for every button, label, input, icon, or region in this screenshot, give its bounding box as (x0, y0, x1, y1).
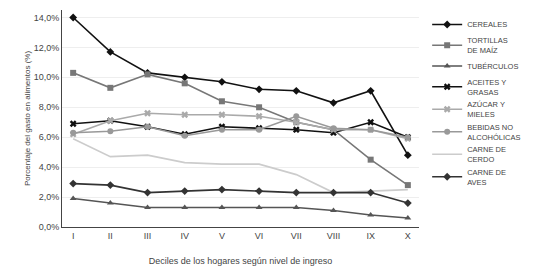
svg-text:X: X (405, 231, 411, 241)
svg-text:Deciles de los hogares según n: Deciles de los hogares según nivel de in… (149, 256, 333, 266)
svg-text:IX: IX (366, 231, 375, 241)
svg-text:ACEITES YGRASAS: ACEITES YGRASAS (467, 78, 506, 97)
svg-text:Porcentaje del gasto en alimen: Porcentaje del gasto en alimentos (%) (23, 51, 32, 187)
svg-text:2,0%: 2,0% (39, 192, 60, 202)
svg-text:10,0%: 10,0% (34, 72, 60, 82)
svg-text:VII: VII (291, 231, 302, 241)
svg-text:CARNE DEAVES: CARNE DEAVES (467, 168, 506, 187)
svg-text:VIII: VIII (327, 231, 341, 241)
svg-text:TUBÉRCULOS: TUBÉRCULOS (467, 62, 518, 71)
svg-text:4,0%: 4,0% (39, 162, 60, 172)
svg-text:V: V (219, 231, 225, 241)
svg-text:6,0%: 6,0% (39, 132, 60, 142)
svg-text:II: II (108, 231, 113, 241)
svg-text:III: III (144, 231, 152, 241)
svg-text:AZÚCAR YMIELES: AZÚCAR YMIELES (467, 100, 505, 119)
svg-text:12,0%: 12,0% (34, 43, 60, 53)
svg-text:VI: VI (255, 231, 264, 241)
svg-text:8,0%: 8,0% (39, 102, 60, 112)
svg-text:0,0%: 0,0% (39, 222, 60, 232)
svg-text:CARNE DECERDO: CARNE DECERDO (467, 145, 506, 164)
svg-text:BEBIDAS NOALCOHÓLICAS: BEBIDAS NOALCOHÓLICAS (467, 123, 520, 142)
svg-text:I: I (72, 231, 75, 241)
svg-text:14,0%: 14,0% (34, 13, 60, 23)
svg-text:IV: IV (180, 231, 189, 241)
svg-text:CEREALES: CEREALES (467, 20, 507, 29)
svg-text:TORTILLASDE MAÍZ: TORTILLASDE MAÍZ (467, 36, 508, 55)
